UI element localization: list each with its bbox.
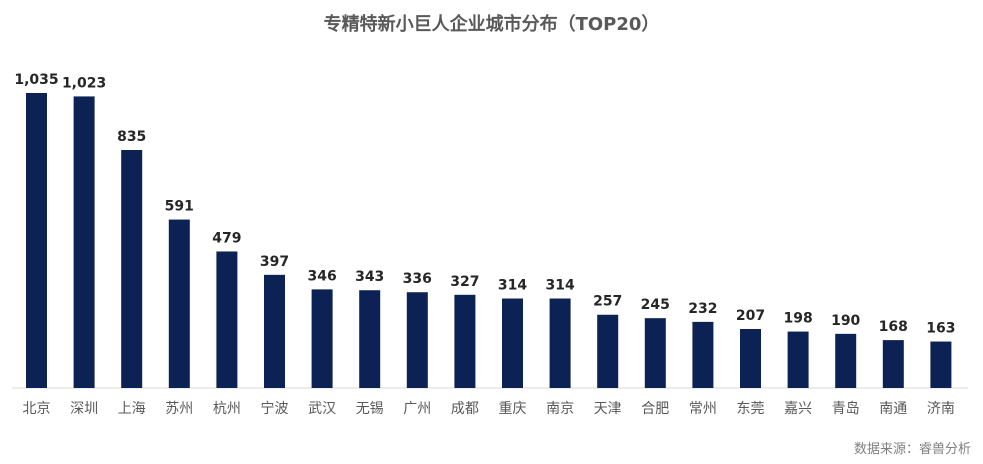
value-label-13: 257 [593,294,622,310]
value-label-10: 327 [450,274,479,290]
value-label-6: 397 [260,254,289,270]
value-label-20: 163 [926,321,955,337]
tick-label-6: 宁波 [261,400,289,417]
chart-title: 专精特新小巨人企业城市分布（TOP20） [323,14,660,35]
bar-4 [168,219,190,388]
value-label-7: 346 [307,268,336,284]
tick-label-10: 成都 [451,401,479,417]
value-label-4: 591 [165,199,194,215]
tick-label-7: 武汉 [308,401,336,417]
bar-5 [216,251,238,388]
tick-label-16: 东莞 [737,401,765,417]
tick-label-3: 上海 [118,401,146,417]
tick-labels-group: 北京 深圳 上海 苏州 杭州 宁波 武汉 无锡 广州 成都 重庆 南京 天津 合肥 常州 东莞 嘉兴 青岛 南通 济南 [23,400,955,417]
value-label-1: 1,035 [14,72,58,88]
tick-label-14: 合肥 [641,401,669,417]
bar-14 [644,318,666,388]
value-label-17: 198 [783,311,812,327]
tick-label-18: 青岛 [832,401,860,417]
tick-label-8: 无锡 [356,401,384,417]
value-label-2: 1,023 [62,75,106,91]
tick-label-19: 南通 [879,401,907,417]
bar-9 [406,292,428,388]
bar-3 [121,150,143,388]
value-label-14: 245 [641,297,670,313]
bar-18 [835,333,857,388]
tick-label-13: 天津 [594,401,622,417]
value-label-5: 479 [212,230,241,246]
value-label-15: 232 [688,301,717,317]
bar-19 [882,340,904,388]
tick-label-4: 苏州 [165,401,193,417]
tick-label-5: 杭州 [213,401,241,417]
tick-label-20: 济南 [927,401,955,417]
bars-group [26,93,952,388]
tick-label-15: 常州 [689,401,717,417]
value-label-16: 207 [736,308,765,324]
value-label-18: 190 [831,313,860,329]
value-label-19: 168 [879,319,908,335]
value-label-9: 336 [403,271,432,287]
value-label-3: 835 [117,129,146,145]
value-label-8: 343 [355,269,384,285]
tick-label-9: 广州 [403,401,431,417]
value-label-12: 314 [545,278,574,294]
bar-20 [930,341,952,388]
bar-8 [359,290,381,388]
bar-7 [311,289,333,388]
bar-12 [549,298,571,388]
value-labels-group: 1,035 1,023 835 591 479 397 346 343 336 327 314 314… [14,72,955,337]
tick-label-1: 北京 [23,401,51,417]
source-note: 数据来源：睿兽分析 [853,442,971,457]
bar-15 [692,321,714,388]
bar-10 [454,294,476,388]
tick-label-17: 嘉兴 [784,401,812,417]
tick-label-2: 深圳 [70,401,98,417]
bar-1 [26,93,47,388]
bar-2 [73,96,95,388]
bar-16 [740,329,761,388]
value-label-11: 314 [498,278,527,294]
tick-label-12: 南京 [546,401,574,417]
tick-label-11: 重庆 [499,401,527,417]
bar-17 [787,331,809,388]
bar-13 [597,314,619,388]
bar-6 [264,274,285,388]
bar-11 [502,298,523,388]
